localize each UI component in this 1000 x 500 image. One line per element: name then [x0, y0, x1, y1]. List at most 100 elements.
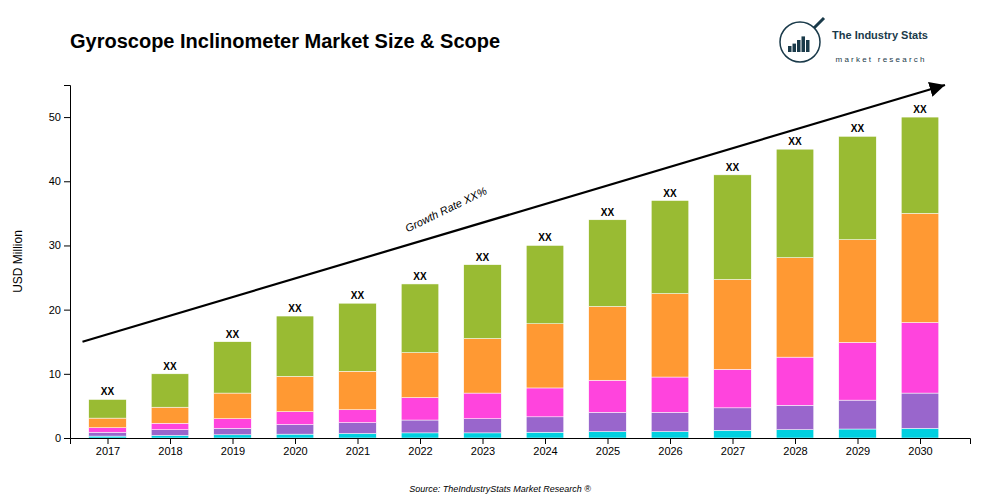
- x-tick-label: 2022: [408, 445, 432, 457]
- x-tick: 2019: [221, 438, 245, 457]
- bar-segment: [901, 393, 939, 428]
- bar-segment: [401, 284, 439, 353]
- bar-segment: [276, 376, 314, 411]
- x-tick: 2028: [783, 438, 807, 457]
- total-label: XX: [226, 329, 240, 340]
- total-label: XX: [726, 162, 740, 173]
- logo-bar: [802, 36, 806, 52]
- bar-segment: [589, 220, 627, 307]
- x-tick-mark: [483, 438, 484, 444]
- bar-segment: [151, 435, 189, 438]
- x-tick-mark: [233, 438, 234, 444]
- bar-segment: [839, 429, 877, 438]
- bar-segment: [839, 240, 877, 343]
- y-axis-title: USD Million: [11, 230, 25, 293]
- bar-segment: [776, 357, 814, 405]
- y-tick: 40: [49, 175, 70, 187]
- y-tick-label: 50: [49, 111, 61, 123]
- x-tick-mark: [858, 438, 859, 444]
- bar-segment: [901, 117, 939, 213]
- chart: 2017201820192020202120222023202420252026…: [0, 0, 1000, 500]
- series: [89, 117, 939, 418]
- y-tick-mark: [64, 245, 70, 246]
- bars: [89, 117, 939, 438]
- x-tick-label: 2020: [283, 445, 307, 457]
- total-label: XX: [413, 271, 427, 282]
- total-label: XX: [601, 207, 615, 218]
- bar-segment: [651, 294, 689, 377]
- logo-text: m a r k e t r e s e a r c h: [836, 55, 925, 64]
- y-tick-mark: [64, 181, 70, 182]
- bar-segment: [776, 430, 814, 438]
- x-tick-mark: [295, 438, 296, 444]
- logo-bar: [806, 40, 810, 52]
- bar-segment: [214, 342, 252, 393]
- bar-segment: [651, 412, 689, 431]
- bar-segment: [526, 324, 564, 388]
- x-tick: 2022: [408, 438, 432, 457]
- logo-handle: [814, 18, 824, 28]
- x-tick-mark: [170, 438, 171, 444]
- bar-segment: [214, 393, 252, 419]
- bar-segment: [401, 353, 439, 398]
- y-tick-label: 30: [49, 239, 61, 251]
- y-tick: 30: [49, 239, 70, 251]
- bar-segment: [89, 432, 127, 436]
- x-tick-label: 2027: [721, 445, 745, 457]
- x-axis-line: [71, 439, 971, 445]
- bar-segment: [901, 428, 939, 438]
- bar-segment: [464, 419, 502, 433]
- bar-segment: [714, 369, 752, 408]
- bar-segment: [151, 423, 189, 429]
- x-tick-label: 2019: [221, 445, 245, 457]
- bar-segment: [839, 342, 877, 400]
- logo-bar: [793, 44, 797, 52]
- x-tick: 2029: [846, 438, 870, 457]
- x-tick: 2025: [596, 438, 620, 457]
- logo-text: The Industry Stats: [832, 29, 928, 41]
- bar-segment: [589, 432, 627, 438]
- bar-segment: [839, 400, 877, 429]
- total-label: XX: [851, 123, 865, 134]
- total-label: XX: [101, 386, 115, 397]
- x-tick-mark: [920, 438, 921, 444]
- x-tick-label: 2030: [908, 445, 932, 457]
- logo-icon: [780, 18, 824, 62]
- bar-segment: [339, 303, 377, 371]
- y-axis-line: [64, 86, 71, 439]
- total-label: XX: [538, 232, 552, 243]
- x-tick: 2030: [908, 438, 932, 457]
- bar-segment: [276, 425, 314, 435]
- bar-segment: [401, 433, 439, 438]
- x-tick-mark: [795, 438, 796, 444]
- total-label: XX: [913, 104, 927, 115]
- bar-segment: [214, 419, 252, 429]
- bar-segment: [339, 434, 377, 438]
- bar-segment: [464, 265, 502, 339]
- x-tick: 2027: [721, 438, 745, 457]
- x-tick-mark: [358, 438, 359, 444]
- x-tick: 2023: [471, 438, 495, 457]
- bar-segment: [526, 417, 564, 432]
- y-tick: 50: [49, 111, 70, 123]
- bar-segment: [526, 245, 564, 323]
- logo-bar: [797, 40, 801, 52]
- bar-segment: [589, 380, 627, 412]
- bar-segment: [339, 423, 377, 434]
- bar-segment: [839, 136, 877, 239]
- bar-segment: [714, 279, 752, 369]
- x-tick-label: 2018: [158, 445, 182, 457]
- growth-arrow: [83, 85, 946, 342]
- x-tick-mark: [608, 438, 609, 444]
- x-tick-label: 2024: [533, 445, 557, 457]
- total-label: XX: [663, 188, 677, 199]
- bar-segment: [401, 420, 439, 433]
- bar-segment: [901, 322, 939, 393]
- bar-segment: [151, 374, 189, 407]
- x-tick-mark: [545, 438, 546, 444]
- y-tick-label: 10: [49, 368, 61, 380]
- bar-segment: [526, 388, 564, 417]
- total-label: XX: [288, 303, 302, 314]
- bar-segment: [401, 398, 439, 420]
- bar-segment: [464, 433, 502, 438]
